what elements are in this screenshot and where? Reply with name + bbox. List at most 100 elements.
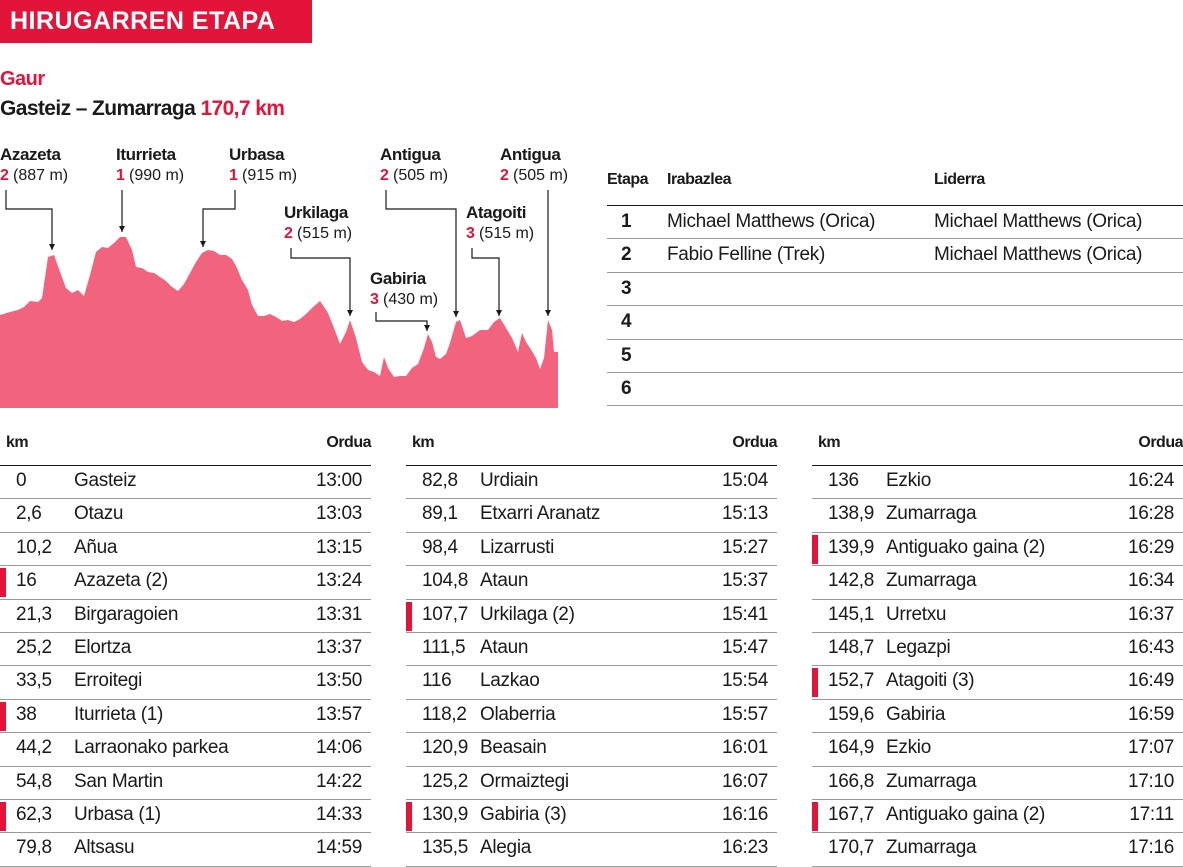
schedule-place: Antiguako gaina (2) (886, 803, 1046, 825)
climb-altitude: (505 m) (513, 167, 568, 184)
schedule-time: 16:16 (721, 803, 768, 825)
schedule-time: 17:07 (1127, 737, 1174, 759)
schedule-km: 136 (828, 470, 859, 491)
climb-leader-line (5, 190, 53, 250)
schedule-time: 17:11 (1129, 803, 1174, 825)
climb-leader-arrow (49, 244, 55, 250)
results-stage: 4 (621, 311, 632, 333)
schedule-header-km: km (6, 434, 29, 451)
schedule-place: Beasain (480, 737, 547, 759)
schedule-km: 10,2 (16, 536, 52, 558)
schedule-time: 17:16 (1127, 837, 1174, 859)
schedule-km: 104,8 (422, 570, 469, 592)
schedule-row: 44,2 Larraonako parkea 14:06 (0, 733, 371, 767)
results-winner: Fabio Felline (Trek) (667, 244, 826, 266)
climb-name: Gabiria (370, 269, 427, 288)
results-row: 6 (607, 373, 1183, 407)
climb-info: 2 (505 m) (380, 167, 448, 184)
climb-category: 2 (0, 167, 9, 184)
schedule-time: 15:41 (721, 603, 768, 625)
schedule-km: 120,9 (422, 737, 469, 759)
climb-leader-line (385, 190, 457, 317)
schedule-time: 16:01 (721, 737, 768, 759)
schedule-time: 13:50 (315, 670, 362, 692)
schedule-column-1: km Ordua 0 Gasteiz 13:00 2,6 Otazu 13:03 10,2 A… (0, 432, 371, 867)
schedule-place: Ataun (480, 570, 529, 592)
climb-name: Urbasa (229, 145, 285, 164)
schedule-km: 116 (422, 670, 452, 692)
climb-altitude: (515 m) (479, 225, 534, 242)
schedule-row: 138,9 Zumarraga 16:28 (812, 499, 1183, 533)
stage-banner: HIRUGARREN ETAPA (0, 0, 312, 43)
schedule-place: Olaberria (480, 703, 556, 725)
climb-name: Antigua (500, 145, 561, 164)
schedule-place: Antiguako gaina (2) (886, 536, 1046, 558)
schedule-km: 21,3 (16, 603, 52, 625)
climb-leader-arrow (496, 310, 502, 316)
schedule-time: 13:00 (315, 470, 362, 491)
climb-name: Antigua (380, 145, 441, 164)
schedule-time: 17:10 (1127, 770, 1174, 792)
results-winner: Michael Matthews (Orica) (667, 211, 876, 232)
climb-category: 2 (380, 167, 389, 184)
schedule-km: 166,8 (828, 770, 875, 792)
stage-results-table: Etapa Irabazlea Liderra 1 Michael Matthew… (607, 166, 1183, 407)
schedule-row: 120,9 Beasain 16:01 (406, 733, 777, 767)
schedule-row: 166,8 Zumarraga 17:10 (812, 767, 1183, 800)
schedule-place: Ataun (480, 636, 529, 658)
schedule-row-climb: 139,9 Antiguako gaina (2) 16:29 (812, 533, 1183, 567)
schedule-time: 16:07 (721, 770, 768, 792)
schedule-time: 13:31 (315, 603, 362, 625)
schedule-place: Ormaiztegi (480, 770, 569, 792)
schedule-km: 167,7 (828, 803, 875, 825)
schedule-row: 79,8 Altsasu 14:59 (0, 833, 371, 867)
schedule-km: 82,8 (422, 470, 458, 491)
schedule-place: Iturrieta (1) (74, 703, 164, 725)
climb-leader-arrow (545, 310, 551, 316)
schedule-time: 15:54 (721, 670, 768, 692)
climb-category: 1 (229, 167, 238, 184)
schedule-km: 16 (16, 570, 37, 592)
schedule-place: Zumarraga (886, 770, 977, 792)
schedule-time: 16:23 (721, 837, 768, 859)
schedule-place: Elortza (74, 636, 132, 658)
schedule-place: Birgaragoien (74, 603, 179, 625)
schedule-place: Gabiria (886, 703, 946, 725)
climb-info: 2 (515 m) (284, 225, 352, 242)
schedule-place: Lazkao (480, 670, 540, 692)
schedule-row: 118,2 Olaberria 15:57 (406, 700, 777, 734)
schedule-time: 13:15 (315, 536, 362, 558)
results-row: 4 (607, 306, 1183, 340)
results-row: 1 Michael Matthews (Orica) Michael Matthew… (607, 206, 1183, 240)
schedule-time: 16:43 (1127, 636, 1174, 658)
schedule-time: 16:34 (1127, 570, 1174, 592)
schedule-place: Lizarrusti (480, 536, 555, 558)
climb-info: 1 (990 m) (116, 167, 184, 184)
schedule-row: 159,6 Gabiria 16:59 (812, 700, 1183, 734)
schedule-row-climb: 107,7 Urkilaga (2) 15:41 (406, 600, 777, 633)
schedule-km: 38 (16, 703, 37, 725)
climb-name: Azazeta (0, 145, 61, 164)
schedule-row-climb: 38 Iturrieta (1) 13:57 (0, 700, 371, 734)
results-row: 2 Fabio Felline (Trek) Michael Matthews (O… (607, 239, 1183, 273)
schedule-header-km: km (412, 434, 435, 451)
today-label: Gaur (0, 68, 45, 90)
schedule-km: 130,9 (422, 803, 469, 825)
results-stage: 2 (621, 244, 632, 266)
schedule-km: 2,6 (16, 503, 42, 525)
climb-marker (0, 801, 6, 831)
schedule-time: 14:33 (315, 803, 362, 825)
results-header-winner: Irabazlea (667, 171, 731, 188)
schedule-row-climb: 130,9 Gabiria (3) 16:16 (406, 800, 777, 834)
climb-category: 3 (466, 225, 475, 242)
climb-info: 3 (430 m) (370, 291, 438, 308)
climb-category: 2 (284, 225, 293, 242)
climb-marker (812, 668, 818, 698)
schedule-header: km Ordua (0, 432, 371, 466)
climb-info: 2 (887 m) (0, 167, 68, 184)
schedule-row: 33,5 Erroitegi 13:50 (0, 666, 371, 700)
climb-info: 3 (515 m) (466, 225, 534, 242)
schedule-km: 54,8 (16, 770, 52, 792)
schedule-place: Altsasu (74, 837, 135, 859)
schedule-place: Zumarraga (886, 570, 977, 592)
